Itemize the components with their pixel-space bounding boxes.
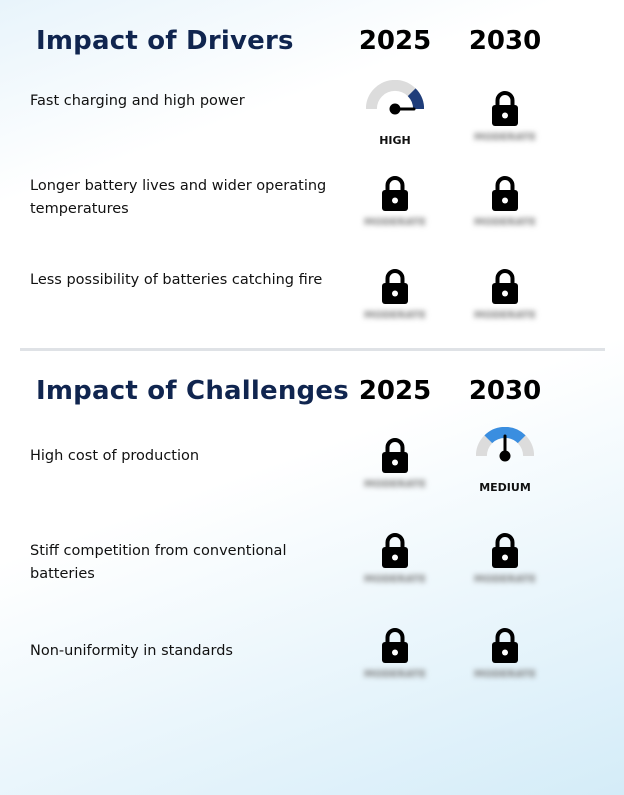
- challenges-title: Impact of Challenges: [36, 376, 349, 406]
- blurred-value: MODERATE: [474, 132, 536, 143]
- gauge-level-label: MEDIUM: [479, 481, 531, 494]
- gauge-level-label: HIGH: [379, 134, 411, 147]
- challenge-2030-cell: MEDIUM: [455, 427, 555, 517]
- challenge-label: Stiff competition from conventional batt…: [30, 543, 287, 582]
- blurred-value: MODERATE: [364, 574, 426, 585]
- section-divider: [20, 348, 605, 351]
- gauge-high-icon: [366, 80, 424, 115]
- challenge-row: Non-uniformity in standards MODERATE MOD…: [0, 628, 624, 720]
- challenge-2025-cell-locked[interactable]: MODERATE: [345, 627, 445, 707]
- blurred-value: MODERATE: [364, 669, 426, 680]
- driver-label: Longer battery lives and wider operating…: [30, 178, 327, 217]
- driver-row: Longer battery lives and wider operating…: [0, 175, 624, 255]
- drivers-year-2030-header: 2030: [468, 26, 542, 56]
- blurred-value: MODERATE: [364, 479, 426, 490]
- lock-icon: [492, 269, 518, 304]
- challenge-label: High cost of production: [30, 448, 200, 464]
- challenges-year-2030-header: 2030: [468, 376, 542, 406]
- driver-2025-cell-locked[interactable]: MODERATE: [345, 175, 445, 255]
- challenges-year-2025-header: 2025: [358, 376, 432, 406]
- lock-icon: [382, 533, 408, 568]
- lock-icon: [492, 533, 518, 568]
- challenge-row: Stiff competition from conventional batt…: [0, 533, 624, 620]
- blurred-value: MODERATE: [474, 669, 536, 680]
- driver-label: Less possibility of batteries catching f…: [30, 272, 323, 288]
- driver-2030-cell-locked[interactable]: MODERATE: [455, 175, 555, 255]
- blurred-value: MODERATE: [474, 310, 536, 321]
- lock-icon: [382, 438, 408, 473]
- blurred-value: MODERATE: [364, 310, 426, 321]
- challenge-2025-cell-locked[interactable]: MODERATE: [345, 532, 445, 612]
- driver-2025-cell: HIGH: [345, 80, 445, 170]
- lock-icon: [492, 176, 518, 211]
- blurred-value: MODERATE: [364, 217, 426, 228]
- gauge-medium-icon: [476, 427, 534, 462]
- challenge-2025-cell-locked[interactable]: MODERATE: [345, 437, 445, 517]
- drivers-year-2025-header: 2025: [358, 26, 432, 56]
- lock-icon: [382, 269, 408, 304]
- challenge-2030-cell-locked[interactable]: MODERATE: [455, 627, 555, 707]
- lock-icon: [492, 628, 518, 663]
- driver-row: Fast charging and high power HIGH MODERA…: [0, 80, 624, 170]
- lock-icon: [382, 176, 408, 211]
- lock-icon: [382, 628, 408, 663]
- challenge-label: Non-uniformity in standards: [30, 643, 233, 659]
- challenge-2030-cell-locked[interactable]: MODERATE: [455, 532, 555, 612]
- blurred-value: MODERATE: [474, 574, 536, 585]
- lock-icon: [492, 91, 518, 126]
- driver-2025-cell-locked[interactable]: MODERATE: [345, 268, 445, 348]
- driver-2030-cell-locked[interactable]: MODERATE: [455, 90, 555, 170]
- driver-label: Fast charging and high power: [30, 93, 245, 109]
- driver-row: Less possibility of batteries catching f…: [0, 269, 624, 349]
- challenge-row: High cost of production MODERATE MEDIUM: [0, 427, 624, 525]
- blurred-value: MODERATE: [474, 217, 536, 228]
- driver-2030-cell-locked[interactable]: MODERATE: [455, 268, 555, 348]
- drivers-title: Impact of Drivers: [36, 26, 294, 56]
